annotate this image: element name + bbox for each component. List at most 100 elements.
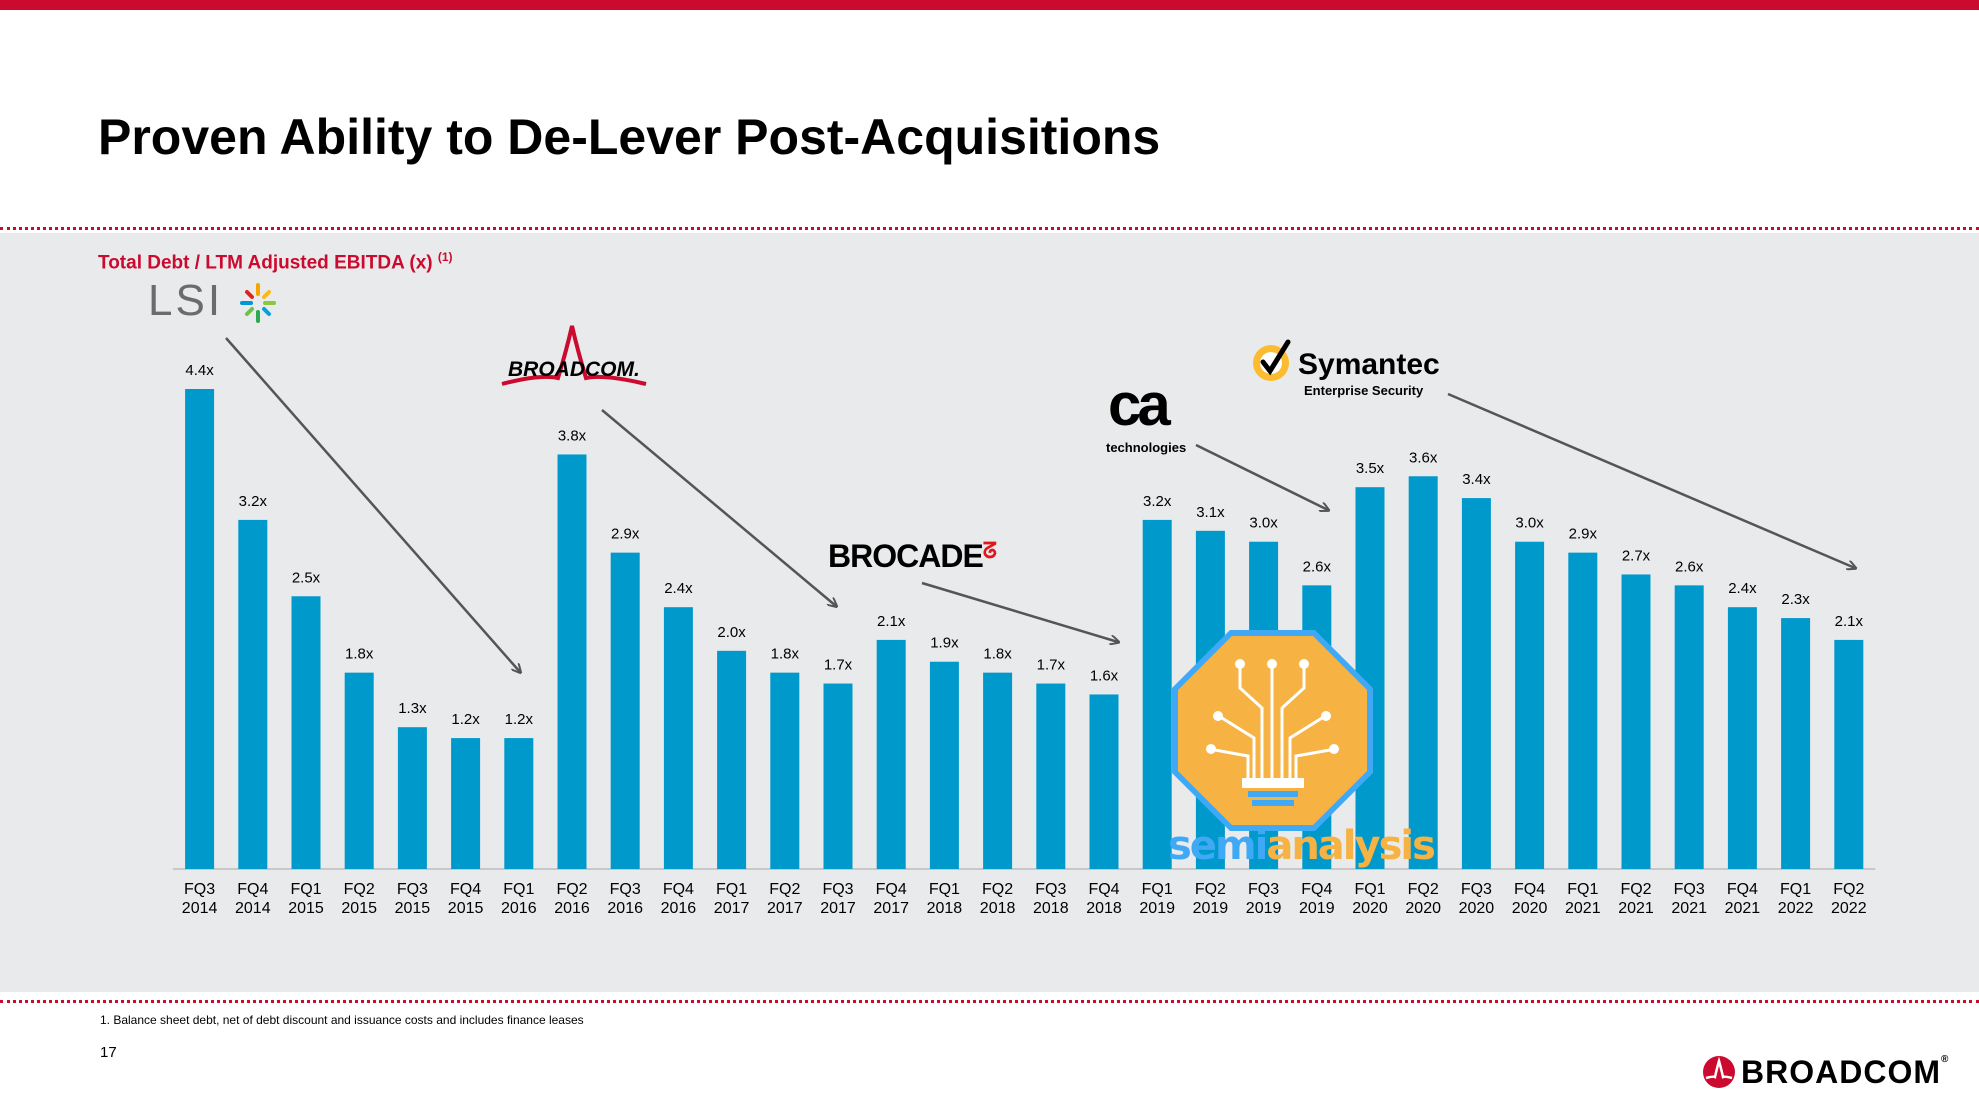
x-tick-label: FQ3: [1035, 881, 1066, 898]
bar: [1515, 541, 1545, 869]
x-tick-label: FQ3: [822, 881, 853, 898]
trend-arrows: [225, 337, 1855, 672]
chart-title-note: (1): [437, 250, 453, 264]
x-tick-label-year: 2019: [1299, 900, 1335, 917]
x-tick-label: FQ3: [610, 881, 641, 898]
x-tick-label: FQ1: [1142, 881, 1173, 898]
data-label: 1.6x: [1090, 667, 1119, 684]
bar: [1568, 552, 1598, 869]
trend-arrow: [921, 581, 1118, 642]
bar: [876, 639, 906, 869]
data-label: 1.9x: [930, 635, 959, 652]
data-label: 1.7x: [1037, 657, 1066, 674]
data-label: 2.4x: [1728, 580, 1757, 597]
x-tick-label-year: 2014: [235, 900, 271, 917]
brocade-wing-icon: ᘔ: [982, 538, 997, 563]
x-tick-label: FQ2: [344, 881, 375, 898]
broadcom-acquisition-logo-text: BROADCOM.: [508, 358, 640, 381]
symantec-logo-text: Symantec: [1298, 348, 1440, 381]
bar: [397, 727, 427, 869]
data-label: 1.8x: [345, 646, 374, 663]
x-tick-label: FQ1: [929, 881, 960, 898]
data-label: 3.0x: [1249, 515, 1278, 532]
x-tick-label: FQ4: [1514, 881, 1545, 898]
bar: [610, 552, 640, 869]
bar: [1834, 639, 1864, 869]
lsi-starburst-icon: [240, 283, 277, 324]
x-tick-label: FQ3: [1674, 881, 1705, 898]
x-tick-label-year: 2016: [501, 900, 537, 917]
x-tick-label-year: 2022: [1778, 900, 1814, 917]
bar: [1727, 607, 1757, 869]
x-tick-label: FQ4: [450, 881, 481, 898]
bar: [983, 672, 1013, 869]
symantec-check-icon: [1253, 339, 1291, 381]
broadcom-logo-icon: [1703, 1056, 1735, 1088]
x-tick-label-year: 2020: [1352, 900, 1388, 917]
x-tick-label-year: 2016: [554, 900, 590, 917]
bar: [1674, 585, 1704, 869]
chart-title-text: Total Debt / LTM Adjusted EBITDA (x): [98, 252, 433, 274]
x-tick-label-year: 2020: [1405, 900, 1441, 917]
bar: [504, 738, 534, 869]
x-tick-label-year: 2021: [1565, 900, 1601, 917]
x-tick-label: FQ2: [769, 881, 800, 898]
data-label: 1.2x: [505, 711, 534, 728]
data-label: 4.4x: [185, 362, 214, 379]
broadcom-acquisition-logo: BROADCOM.: [500, 322, 650, 392]
x-tick-label: FQ4: [237, 881, 268, 898]
top-accent-bar: [0, 0, 1979, 10]
bar: [929, 661, 959, 869]
x-tick-label-year: 2017: [714, 900, 750, 917]
x-tick-label: FQ2: [982, 881, 1013, 898]
x-tick-label-year: 2017: [873, 900, 909, 917]
brocade-logo: BROCADEᘔ: [828, 538, 997, 575]
x-tick-label-year: 2020: [1459, 900, 1495, 917]
trend-arrow: [1447, 392, 1855, 568]
lsi-logo-text: LSI: [148, 276, 224, 325]
broadcom-pulse-icon: [501, 325, 647, 386]
data-label: 1.2x: [451, 711, 480, 728]
data-label: 2.9x: [1569, 526, 1598, 543]
x-tick-label-year: 2018: [980, 900, 1016, 917]
data-label: 2.9x: [611, 526, 640, 543]
data-label: 2.3x: [1781, 591, 1810, 608]
x-tick-label: FQ4: [1088, 881, 1119, 898]
data-label: 2.1x: [877, 613, 906, 630]
x-tick-label-year: 2015: [395, 900, 431, 917]
semianalysis-watermark-text: semianalysis: [1168, 823, 1436, 869]
data-label: 3.8x: [558, 427, 587, 444]
watermark-text-b: analysis: [1266, 823, 1436, 869]
x-tick-label-year: 2015: [341, 900, 377, 917]
x-tick-label: FQ1: [503, 881, 534, 898]
x-tick-label-year: 2021: [1725, 900, 1761, 917]
x-tick-label: FQ4: [876, 881, 907, 898]
bar: [185, 389, 215, 869]
data-label: 3.6x: [1409, 449, 1438, 466]
data-label: 3.2x: [1143, 493, 1172, 510]
bar: [238, 519, 268, 869]
data-label: 2.6x: [1303, 558, 1332, 575]
data-label: 3.5x: [1356, 460, 1385, 477]
x-tick-label: FQ1: [1354, 881, 1385, 898]
x-tick-label: FQ2: [556, 881, 587, 898]
x-tick-label-year: 2022: [1831, 900, 1867, 917]
bar: [1408, 476, 1438, 869]
broadcom-footer-wordmark: BROADCOM®: [1741, 1054, 1949, 1091]
trend-arrow: [1195, 443, 1328, 510]
x-tick-label: FQ2: [1833, 881, 1864, 898]
bar: [344, 672, 374, 869]
x-tick-label: FQ3: [1248, 881, 1279, 898]
footnote: 1. Balance sheet debt, net of debt disco…: [100, 1013, 584, 1027]
data-label: 1.7x: [824, 657, 853, 674]
ca-technologies-logo: ca technologies: [1104, 371, 1186, 457]
x-tick-label-year: 2021: [1671, 900, 1707, 917]
bar: [1142, 519, 1172, 869]
semianalysis-watermark-icon: [1172, 630, 1373, 831]
ca-logo-mark: ca: [1108, 371, 1171, 438]
bar: [770, 672, 800, 869]
data-label: 2.4x: [664, 580, 693, 597]
symantec-logo-subtitle: Enterprise Security: [1304, 383, 1424, 398]
trend-arrow: [601, 409, 836, 606]
